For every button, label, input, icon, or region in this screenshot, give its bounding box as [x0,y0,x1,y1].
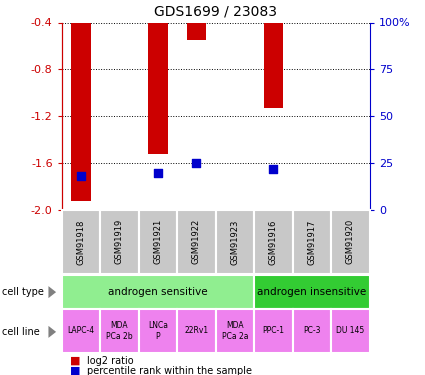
Text: log2 ratio: log2 ratio [87,356,134,366]
Bar [62,309,100,352]
Text: GSM91917: GSM91917 [307,219,317,265]
Bar [264,22,283,108]
Text: GSM91918: GSM91918 [76,219,85,265]
Bar [62,275,254,309]
Text: PPC-1: PPC-1 [263,326,284,335]
Text: PC-3: PC-3 [303,326,321,335]
Bar [331,309,370,352]
Text: cell type: cell type [2,287,44,297]
Bar [215,210,254,274]
Bar [100,210,139,274]
Text: GSM91916: GSM91916 [269,219,278,265]
Text: 22Rv1: 22Rv1 [184,326,209,335]
Point [77,173,84,179]
Text: cell line: cell line [2,327,40,337]
Text: GSM91921: GSM91921 [153,219,162,264]
Bar [215,309,254,352]
Bar [71,22,91,201]
Bar [331,210,370,274]
Text: MDA
PCa 2a: MDA PCa 2a [222,321,248,340]
Text: percentile rank within the sample: percentile rank within the sample [87,366,252,375]
Bar [148,22,167,154]
Bar [62,210,100,274]
Bar [177,210,215,274]
Text: GSM91922: GSM91922 [192,219,201,264]
Polygon shape [48,326,56,338]
Title: GDS1699 / 23083: GDS1699 / 23083 [154,4,277,18]
Point [270,166,277,172]
Bar [177,309,215,352]
Point [193,160,200,166]
Text: GSM91920: GSM91920 [346,219,355,264]
Text: DU 145: DU 145 [336,326,365,335]
Bar [254,309,293,352]
Text: ■: ■ [70,366,81,375]
Polygon shape [48,286,56,298]
Text: LNCa
P: LNCa P [148,321,168,340]
Text: androgen insensitive: androgen insensitive [258,287,367,297]
Bar [254,210,293,274]
Text: GSM91919: GSM91919 [115,219,124,264]
Text: LAPC-4: LAPC-4 [67,326,94,335]
Bar [187,22,206,40]
Text: ■: ■ [70,356,81,366]
Text: androgen sensitive: androgen sensitive [108,287,208,297]
Text: GSM91923: GSM91923 [230,219,239,265]
Bar [100,309,139,352]
Bar [293,309,331,352]
Point [155,170,162,176]
Bar [254,275,370,309]
Bar [293,210,331,274]
Bar [139,309,177,352]
Bar [139,210,177,274]
Text: MDA
PCa 2b: MDA PCa 2b [106,321,133,340]
